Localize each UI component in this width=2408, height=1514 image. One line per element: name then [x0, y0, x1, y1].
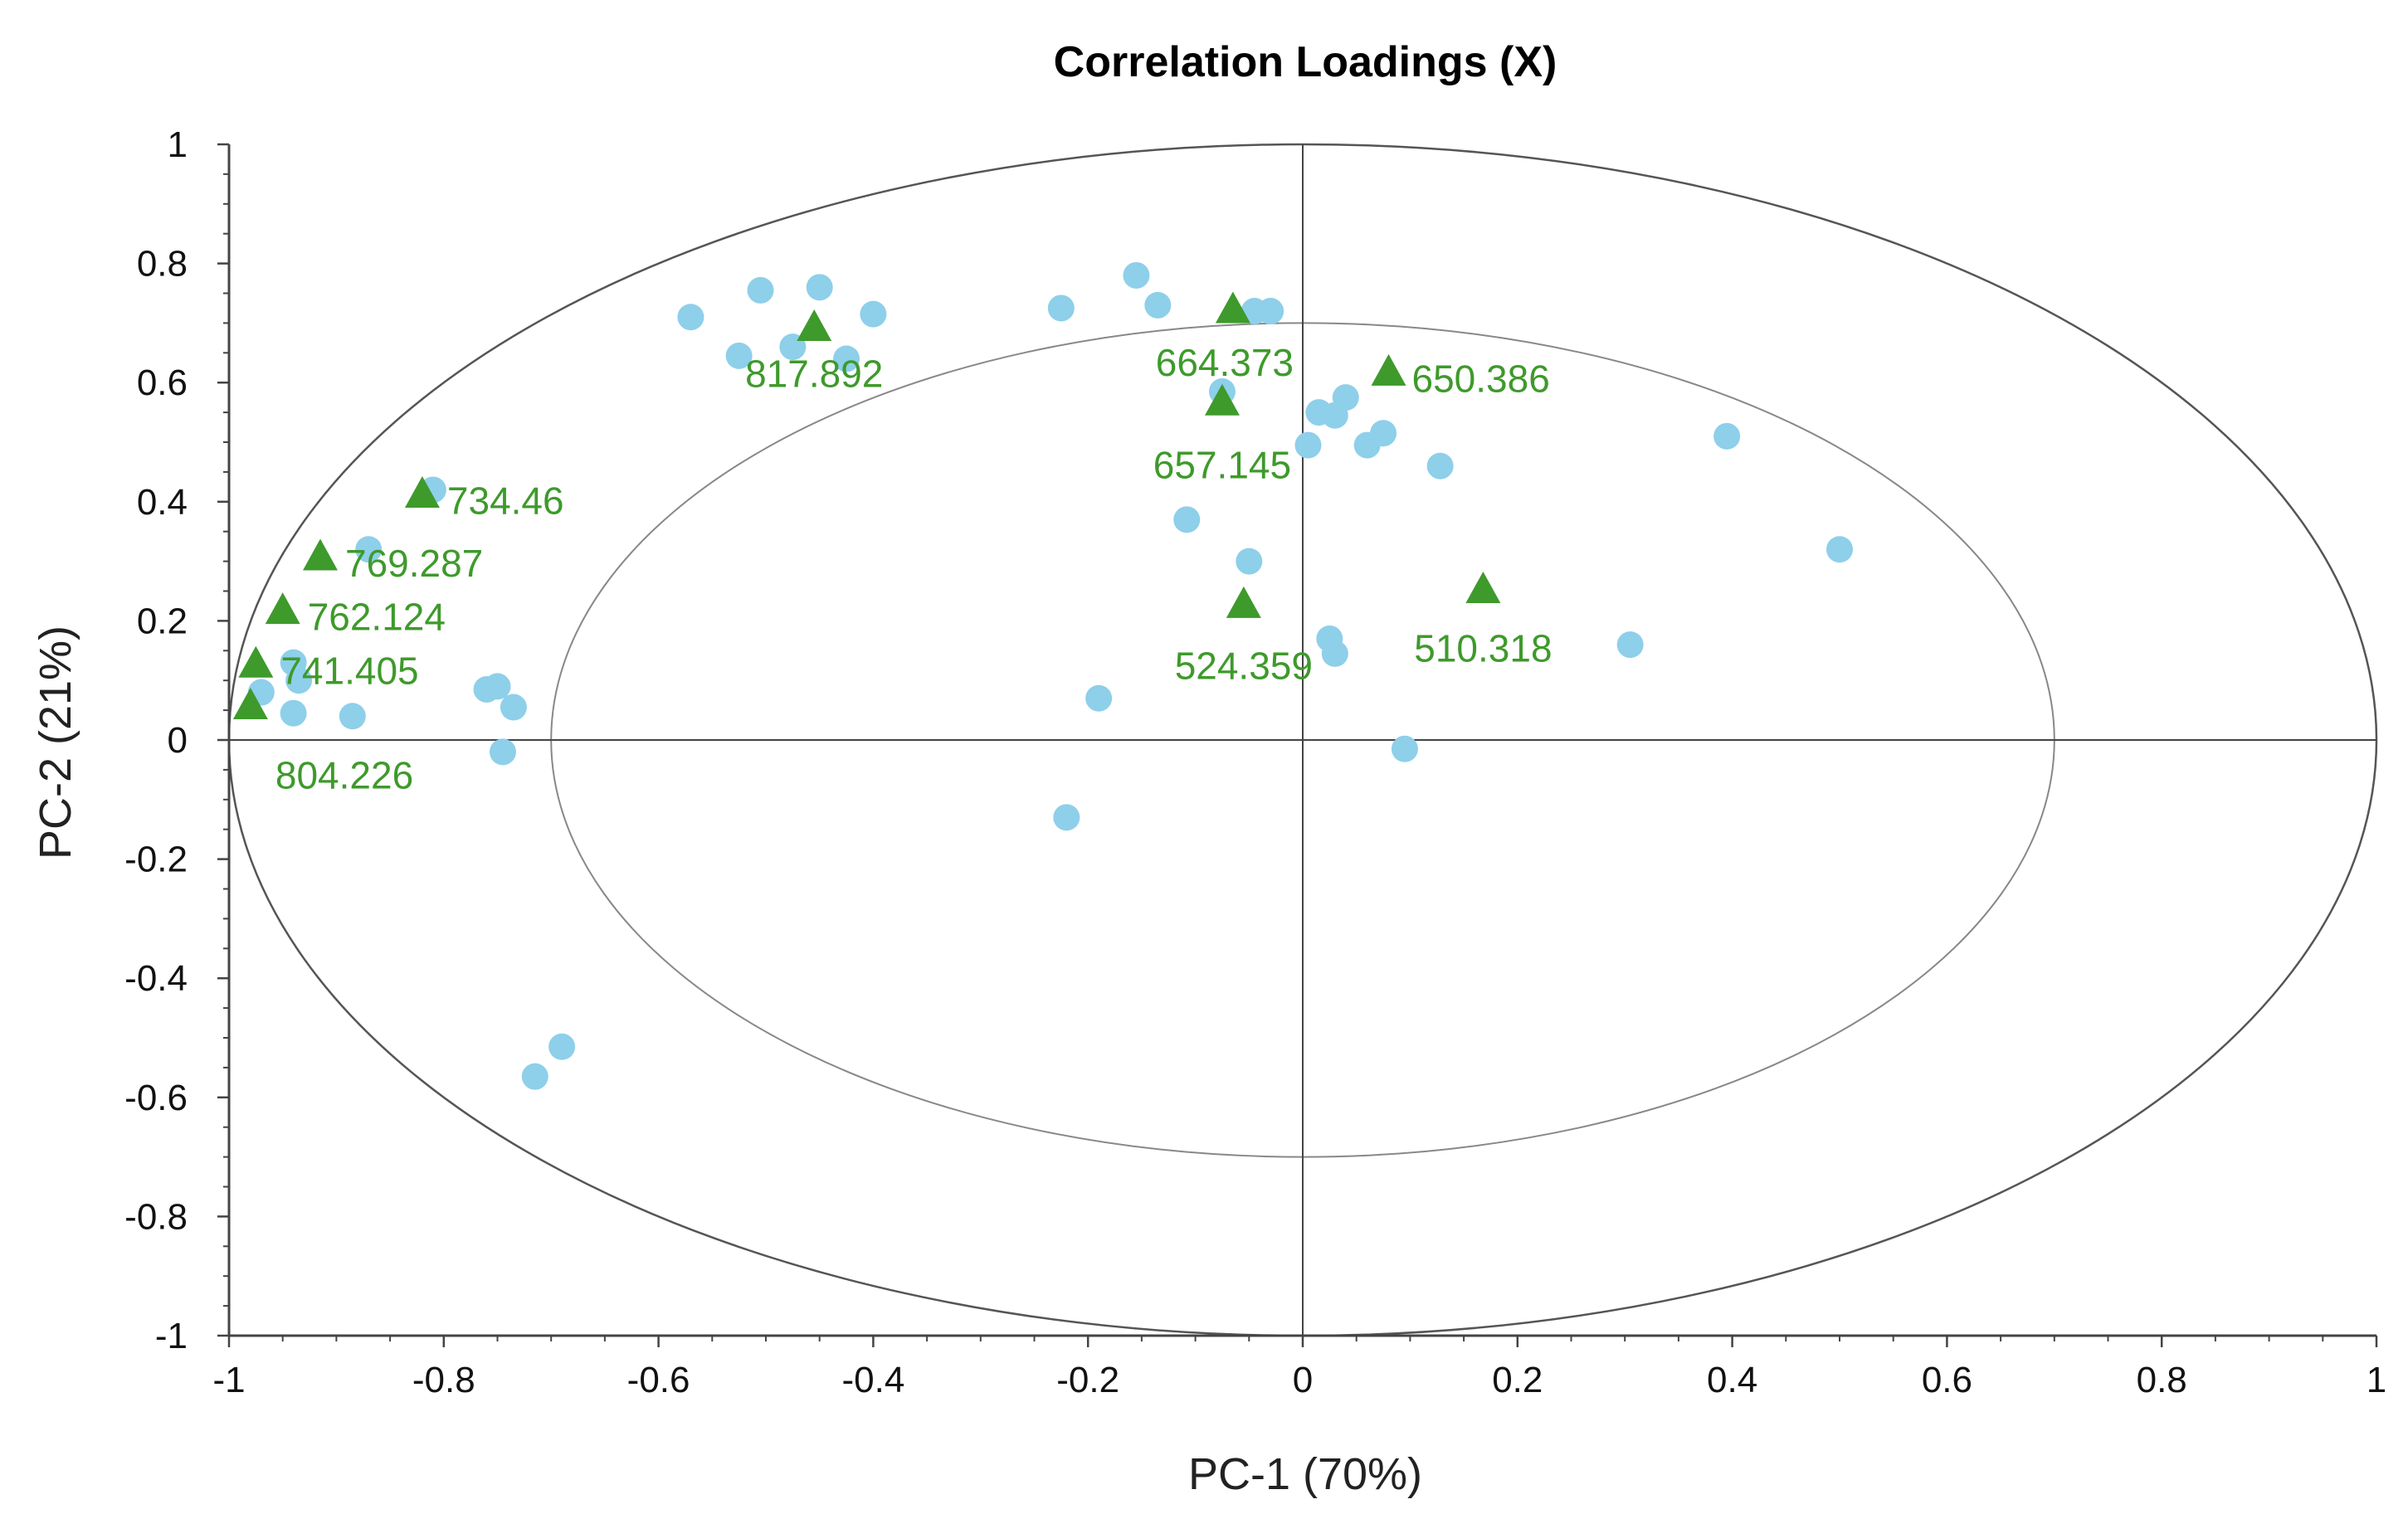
circle-loading-point — [1391, 735, 1418, 762]
y-axis-label: PC-2 (21%) — [31, 626, 80, 859]
point-label: 804.226 — [275, 754, 413, 797]
circle-loading-point — [1236, 548, 1263, 575]
point-label: 762.124 — [308, 596, 446, 639]
x-tick-label: -1 — [212, 1360, 245, 1400]
circle-loading-point — [500, 694, 527, 721]
circle-loading-point — [355, 536, 383, 563]
triangle-loading-point — [1226, 586, 1261, 618]
circle-loading-point — [484, 673, 511, 700]
circle-loading-point — [725, 342, 753, 369]
circle-loading-point — [280, 699, 307, 727]
circle-loading-point — [285, 667, 313, 694]
y-tick-label: 0.4 — [137, 482, 188, 523]
y-tick-label: 0.8 — [137, 244, 188, 285]
plot-axes — [227, 144, 2376, 1337]
triangle-loading-point — [797, 309, 832, 342]
triangle-loading-point — [1465, 571, 1501, 603]
circle-loading-point — [1332, 384, 1359, 411]
x-tick-label: -0.2 — [1056, 1360, 1119, 1400]
x-tick-label: 0 — [1293, 1360, 1313, 1400]
x-tick-label: 1 — [2367, 1360, 2386, 1400]
axis-ticks: -1 -0.8 -0.6 -0.4 -0.2 0 0.2 0.4 0.6 0.8 1 1 0.8 0.6 0… — [124, 124, 2386, 1400]
triangle-loading-point — [265, 592, 300, 625]
y-tick-label: 0 — [168, 720, 188, 761]
triangle-loading-point — [1371, 353, 1406, 386]
circle-loading-point — [1257, 298, 1284, 325]
triangle-loading-point — [238, 645, 274, 678]
circle-loading-point — [1085, 684, 1113, 712]
x-tick-label: 0.4 — [1707, 1360, 1757, 1400]
circle-loading-point — [833, 345, 860, 372]
circle-loading-point — [860, 300, 887, 328]
point-label: 734.46 — [447, 480, 564, 523]
x-axis-label: PC-1 (70%) — [1188, 1449, 1422, 1499]
circle-loading-point — [521, 1063, 548, 1090]
x-tick-label: 0.6 — [1922, 1360, 1972, 1400]
circle-loading-point — [1826, 536, 1853, 563]
circle-loading-point — [489, 738, 516, 766]
point-label: 664.373 — [1156, 341, 1294, 384]
chart-title: Correlation Loadings (X) — [1054, 38, 1557, 86]
y-tick-label: 1 — [168, 124, 188, 165]
y-tick-label: -0.2 — [124, 840, 188, 880]
point-label: 657.145 — [1153, 443, 1291, 486]
y-tick-label: -0.6 — [124, 1078, 188, 1118]
point-label: 817.892 — [745, 353, 883, 396]
triangle-loading-point — [1215, 291, 1250, 324]
data-points — [232, 261, 1853, 1090]
x-tick-label: 0.8 — [2137, 1360, 2187, 1400]
circle-loading-point — [1426, 452, 1454, 480]
triangle-loading-point — [302, 538, 338, 571]
y-tick-label: -0.8 — [124, 1196, 188, 1237]
circle-loading-point — [548, 1033, 576, 1060]
triangle-loading-point — [1204, 383, 1240, 416]
circle-loading-point — [339, 703, 366, 730]
point-labels: 817.892 664.373 650.386 657.145 734.46 769.28… — [275, 341, 1553, 796]
point-label: 769.287 — [345, 542, 483, 585]
circle-loading-point — [1370, 420, 1397, 447]
circle-loading-point — [1173, 506, 1201, 533]
circle-loading-point — [1294, 431, 1322, 459]
point-label: 510.318 — [1414, 627, 1552, 670]
y-tick-label: 0.6 — [137, 363, 188, 403]
point-label: 741.405 — [280, 649, 418, 692]
x-tick-label: -0.8 — [412, 1360, 475, 1400]
circle-loading-point — [677, 304, 704, 331]
circle-loading-point — [1144, 291, 1172, 319]
circle-loading-point — [1713, 422, 1741, 450]
circle-loading-point — [1053, 804, 1080, 831]
y-tick-label: -0.4 — [124, 958, 188, 999]
circle-loading-point — [747, 276, 774, 304]
point-label: 524.359 — [1175, 644, 1313, 687]
y-tick-label: -1 — [155, 1316, 188, 1356]
circle-loading-point — [1047, 295, 1075, 322]
x-tick-label: 0.2 — [1492, 1360, 1543, 1400]
circle-loading-point — [1321, 640, 1348, 667]
triangle-loading-point — [232, 687, 268, 719]
x-tick-label: -0.4 — [841, 1360, 904, 1400]
point-label: 650.386 — [1412, 357, 1550, 400]
y-tick-label: 0.2 — [137, 601, 188, 641]
x-tick-label: -0.6 — [627, 1360, 690, 1400]
circle-loading-point — [1616, 631, 1644, 659]
circle-loading-point — [806, 274, 833, 301]
circle-loading-point — [1123, 261, 1150, 289]
triangle-loading-point — [404, 476, 440, 509]
